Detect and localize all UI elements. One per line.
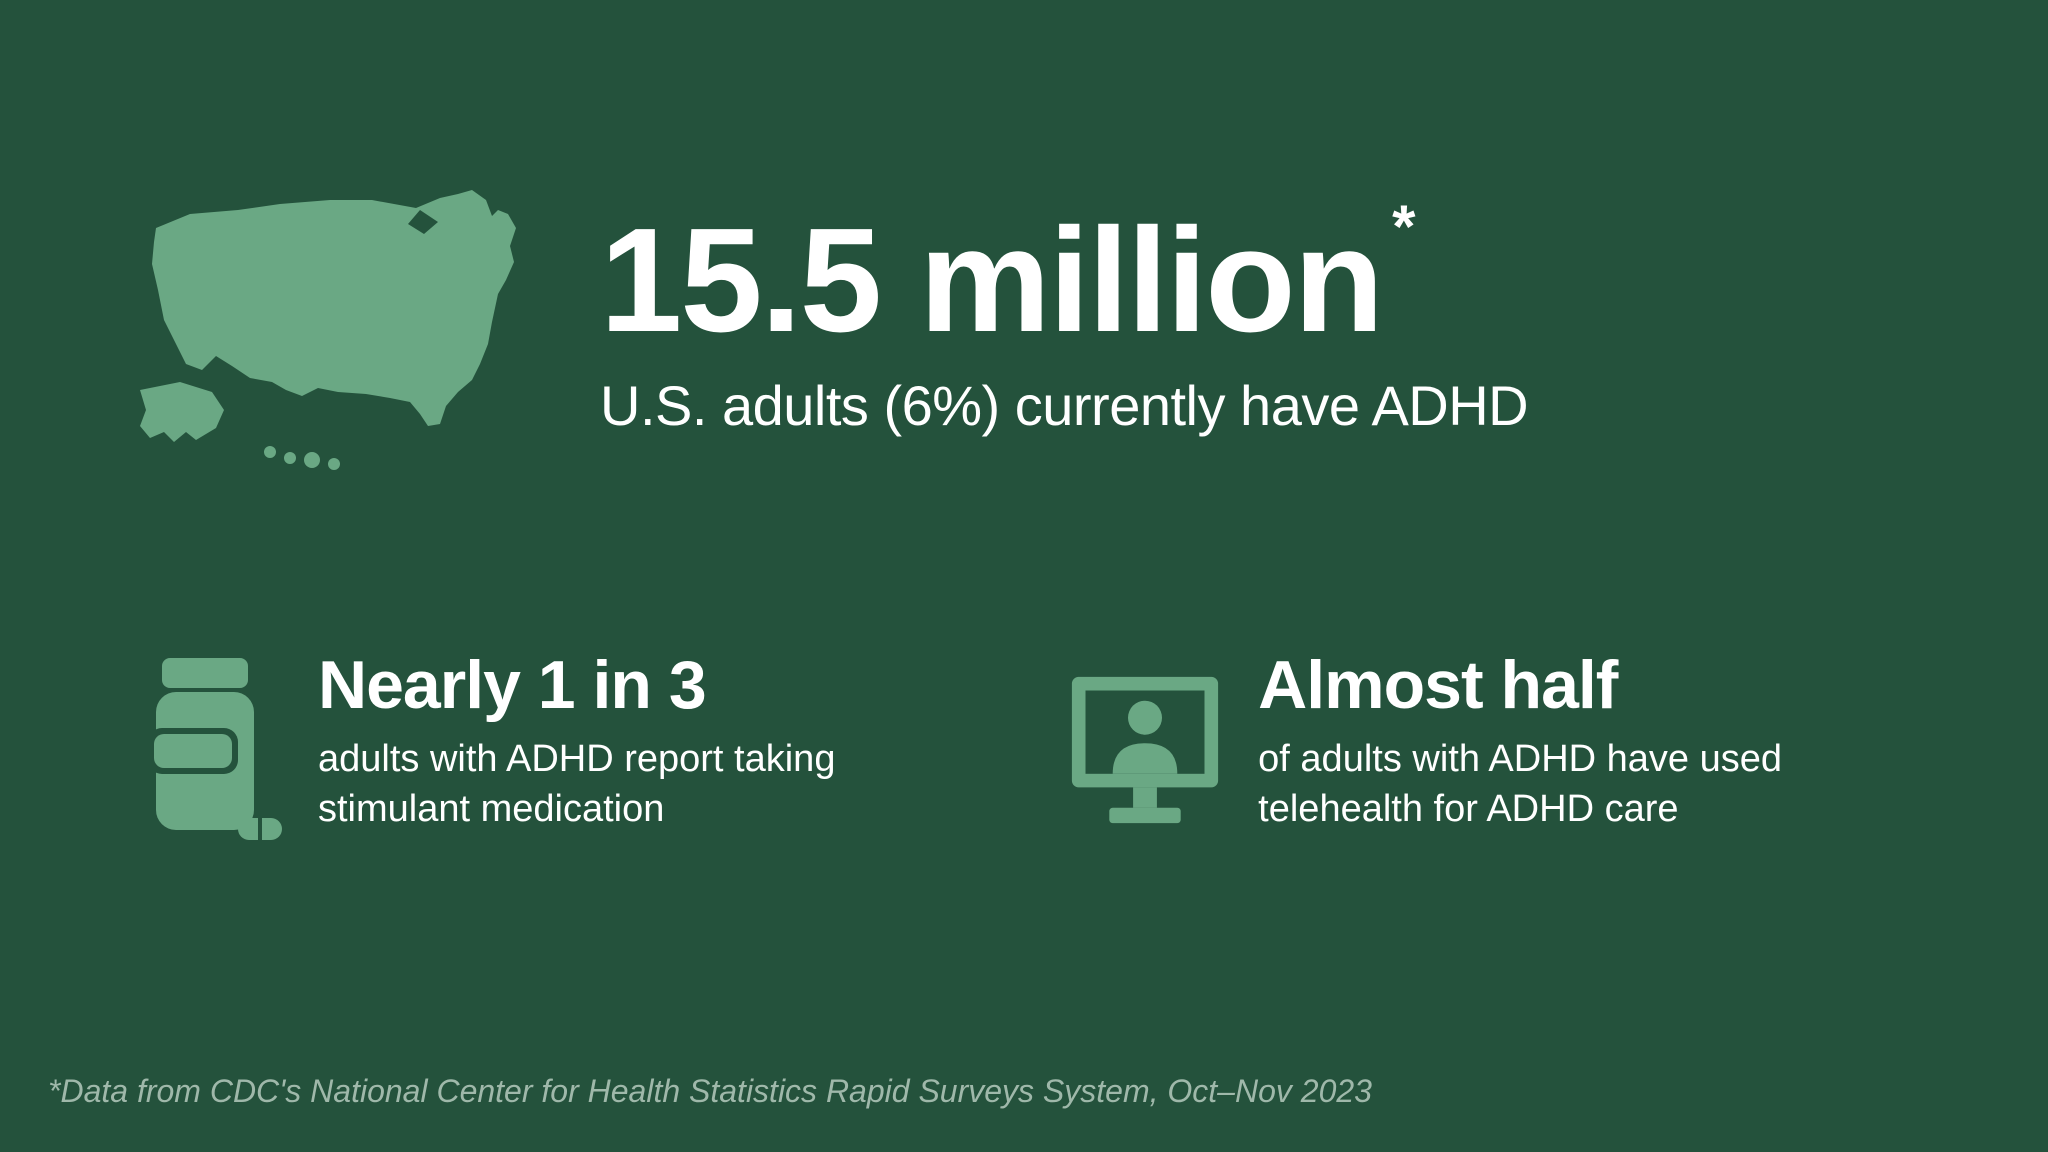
stat-medication-body: adults with ADHD report taking stimulant… bbox=[318, 735, 988, 834]
hero-subhead: U.S. adults (6%) currently have ADHD bbox=[600, 373, 1528, 438]
stat-telehealth-head: Almost half bbox=[1258, 650, 1928, 721]
stat-medication-head: Nearly 1 in 3 bbox=[318, 650, 988, 721]
stat-telehealth-body: of adults with ADHD have used telehealth… bbox=[1258, 735, 1928, 834]
pill-bottle-icon bbox=[120, 650, 290, 850]
asterisk: * bbox=[1392, 193, 1413, 260]
stat-telehealth: Almost half of adults with ADHD have use… bbox=[1060, 650, 1928, 850]
hero-section: 15.5 million* U.S. adults (6%) currently… bbox=[120, 170, 1928, 475]
stat-medication: Nearly 1 in 3 adults with ADHD report ta… bbox=[120, 650, 988, 850]
hero-text: 15.5 million* U.S. adults (6%) currently… bbox=[600, 207, 1528, 438]
stat-telehealth-text: Almost half of adults with ADHD have use… bbox=[1258, 650, 1928, 834]
hero-headline: 15.5 million* bbox=[600, 207, 1528, 355]
telehealth-monitor-icon bbox=[1060, 650, 1230, 850]
footnote: *Data from CDC's National Center for Hea… bbox=[48, 1073, 1372, 1110]
stat-medication-text: Nearly 1 in 3 adults with ADHD report ta… bbox=[318, 650, 988, 834]
hero-headline-value: 15.5 million bbox=[600, 198, 1382, 363]
usa-map-icon bbox=[120, 170, 540, 475]
stats-row: Nearly 1 in 3 adults with ADHD report ta… bbox=[120, 650, 1928, 850]
